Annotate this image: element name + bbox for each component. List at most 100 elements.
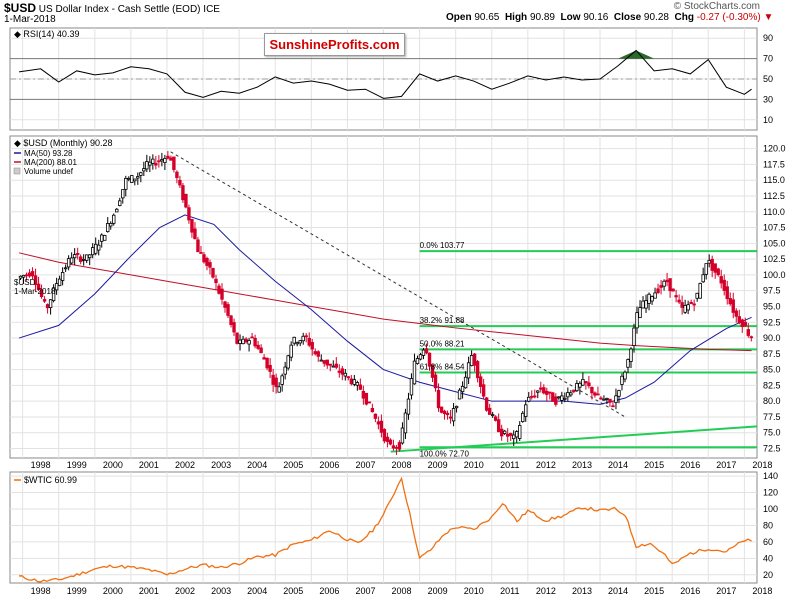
price-candle bbox=[400, 427, 405, 444]
x-tick-label-wtic: 2017 bbox=[716, 586, 736, 596]
price-candle bbox=[620, 375, 624, 385]
x-tick-label-wtic: 2000 bbox=[103, 586, 123, 596]
x-tick-label-wtic: 2011 bbox=[500, 586, 519, 596]
price-candle bbox=[220, 288, 224, 300]
price-candle bbox=[325, 359, 329, 366]
price-candle bbox=[551, 392, 555, 402]
copyright[interactable]: © StockCharts.com bbox=[673, 1, 760, 12]
price-candle bbox=[530, 395, 534, 398]
price-candle bbox=[496, 419, 501, 433]
price-candle bbox=[280, 375, 284, 385]
price-candle bbox=[271, 374, 275, 385]
main-tick-label: 105.0 bbox=[763, 238, 786, 248]
main-date-label: 1-Mar-2018 bbox=[14, 287, 56, 296]
price-candle bbox=[328, 363, 332, 366]
price-candle bbox=[103, 234, 107, 241]
x-tick-label-main: 2013 bbox=[572, 460, 592, 470]
x-tick-label-wtic: 2013 bbox=[572, 586, 592, 596]
price-candle bbox=[139, 172, 143, 176]
price-candle bbox=[683, 305, 687, 313]
x-tick-label-main: 2005 bbox=[283, 460, 303, 470]
price-candle bbox=[154, 162, 158, 166]
price-candle bbox=[388, 439, 393, 445]
price-candle bbox=[716, 268, 720, 276]
price-candle bbox=[509, 432, 513, 436]
price-candle bbox=[737, 316, 741, 323]
price-candle bbox=[463, 376, 468, 389]
price-candle bbox=[66, 258, 71, 268]
price-candle bbox=[175, 171, 179, 179]
main-tick-label: 80.0 bbox=[763, 396, 781, 406]
ohlc-readout: Open 90.65 High 90.89 Low 90.16 Close 90… bbox=[446, 12, 773, 23]
price-candle bbox=[512, 434, 516, 440]
price-candle bbox=[100, 234, 104, 242]
price-candle bbox=[680, 302, 684, 308]
price-candle bbox=[671, 288, 675, 292]
price-candle bbox=[298, 340, 302, 344]
price-candle bbox=[575, 383, 579, 392]
price-candle bbox=[319, 359, 323, 362]
x-tick-label-wtic: 1999 bbox=[67, 586, 87, 596]
price-candle bbox=[346, 376, 351, 379]
price-candle bbox=[124, 177, 128, 190]
rsi-legend: ◆ RSI(14) 40.39 bbox=[14, 29, 79, 39]
price-candle bbox=[605, 397, 609, 400]
price-candle bbox=[42, 299, 47, 302]
x-tick-label-wtic: 2006 bbox=[319, 586, 339, 596]
ma200-line bbox=[18, 252, 752, 352]
price-candle bbox=[677, 299, 681, 303]
price-candle bbox=[674, 295, 678, 298]
main-tick-label: 107.5 bbox=[763, 223, 786, 233]
brand-watermark[interactable]: SunshineProfits.com bbox=[264, 33, 405, 56]
price-candle bbox=[54, 283, 59, 291]
open-label: Open bbox=[446, 12, 472, 23]
price-candle bbox=[223, 301, 227, 308]
price-candle bbox=[481, 384, 486, 397]
price-candle bbox=[415, 358, 420, 364]
x-tick-label-main: 2012 bbox=[536, 460, 556, 470]
price-candle bbox=[623, 371, 627, 380]
price-candle bbox=[701, 274, 705, 283]
price-candle bbox=[518, 425, 522, 439]
price-candle bbox=[190, 218, 194, 233]
rsi-tick-label: 70 bbox=[763, 54, 773, 64]
price-candle bbox=[584, 381, 588, 384]
price-candle bbox=[515, 431, 519, 438]
x-tick-label-wtic: 2009 bbox=[428, 586, 448, 596]
price-candle bbox=[295, 342, 299, 345]
price-candle bbox=[51, 287, 56, 301]
price-candle bbox=[722, 279, 726, 291]
price-candle bbox=[87, 254, 92, 259]
down-arrow-icon: ▼ bbox=[763, 12, 774, 23]
x-tick-label-main: 2003 bbox=[211, 460, 231, 470]
price-candle bbox=[385, 436, 390, 442]
price-candle bbox=[560, 395, 564, 401]
rsi-line bbox=[18, 49, 752, 99]
price-candle bbox=[527, 396, 531, 402]
x-tick-label-main: 2014 bbox=[608, 460, 628, 470]
price-candle bbox=[433, 374, 438, 389]
price-candle bbox=[421, 349, 426, 356]
price-candle bbox=[650, 296, 654, 302]
price-candle bbox=[112, 214, 116, 224]
price-candle bbox=[259, 347, 263, 354]
price-candle bbox=[39, 289, 44, 298]
price-candle bbox=[358, 384, 363, 390]
legend-volume-swatch bbox=[13, 167, 21, 175]
price-candle bbox=[109, 223, 113, 227]
price-candle bbox=[316, 351, 320, 357]
price-candle bbox=[202, 254, 206, 263]
close-label: Close bbox=[613, 12, 642, 23]
main-tick-label: 92.5 bbox=[763, 317, 781, 327]
price-candle bbox=[608, 398, 612, 403]
price-candle bbox=[274, 377, 278, 388]
x-tick-label-main: 2000 bbox=[103, 460, 123, 470]
price-candle bbox=[391, 445, 396, 449]
x-tick-label-main: 2001 bbox=[139, 460, 159, 470]
price-candle bbox=[265, 357, 269, 369]
fib-label-f50: 50.0% 88.21 bbox=[420, 339, 465, 348]
low-label: Low bbox=[560, 12, 581, 23]
price-candle bbox=[289, 344, 293, 358]
price-candle bbox=[554, 396, 558, 405]
legend-wtic: $WTIC 60.99 bbox=[24, 475, 77, 485]
